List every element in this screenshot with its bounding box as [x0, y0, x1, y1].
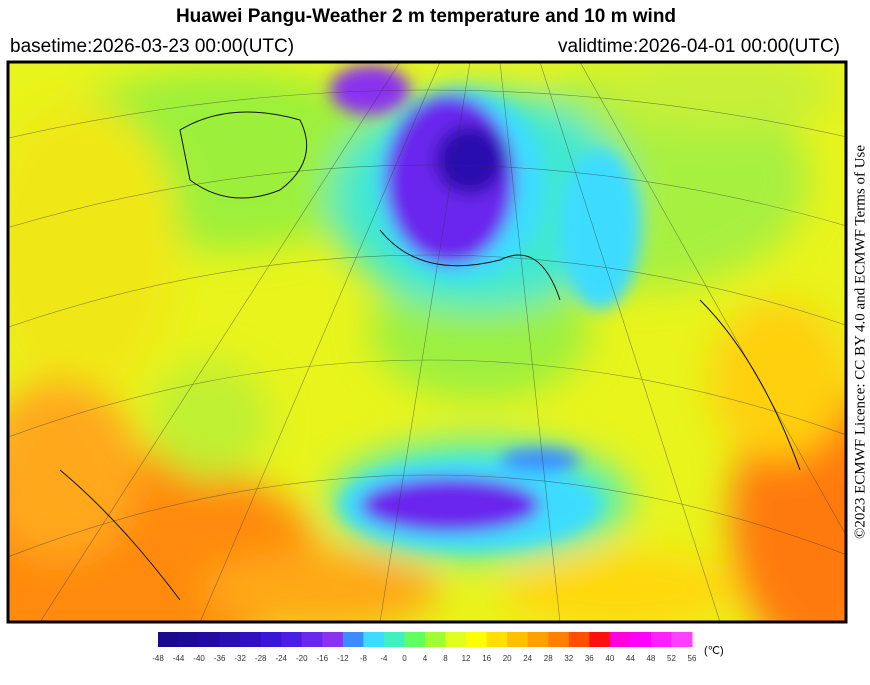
colorbar-tick-label: -16	[317, 654, 329, 663]
colorbar-tick-label: 36	[585, 654, 594, 663]
colorbar-tick-label: -4	[380, 654, 388, 663]
colorbar-tick-label: 20	[503, 654, 512, 663]
colorbar-swatch	[199, 632, 221, 647]
colorbar-swatch	[486, 632, 508, 647]
colorbar-swatch	[466, 632, 488, 647]
map-frame	[6, 60, 848, 624]
colorbar-swatch	[425, 632, 447, 647]
colorbar-tick-label: 16	[482, 654, 491, 663]
colorbar-tick-label: 12	[462, 654, 471, 663]
colorbar-tick-label: 44	[626, 654, 635, 663]
colorbar-swatch	[568, 632, 590, 647]
colorbar-tick-label: -44	[173, 654, 185, 663]
colorbar-swatch	[342, 632, 364, 647]
colorbar-swatch	[609, 632, 631, 647]
title: Huawei Pangu-Weather 2 m temperature and…	[176, 6, 676, 27]
colorbar-swatch	[158, 632, 180, 647]
colorbar-tick-label: 4	[423, 654, 428, 663]
colorbar-tick-label: 56	[688, 654, 697, 663]
validtime: validtime:2026-04-01 00:00(UTC)	[558, 36, 840, 57]
colorbar-swatch	[589, 632, 611, 647]
colorbar: -48 -44 -40 -36 -32 -28 -24 -20 -16 -12 -8 -4 0 4 8 12 1…	[152, 632, 697, 663]
colorbar-tick-label: 8	[443, 654, 448, 663]
colorbar-swatch	[527, 632, 549, 647]
colorbar-tick-label: -20	[296, 654, 308, 663]
colorbar-tick-label: -12	[337, 654, 349, 663]
temperature-field	[8, 62, 846, 622]
basetime: basetime:2026-03-23 00:00(UTC)	[10, 36, 294, 57]
colorbar-tick-label: -28	[255, 654, 267, 663]
colorbar-tick-label: 0	[402, 654, 407, 663]
licence: ©2023 ECMWF Licence: CC BY 4.0 and ECMWF…	[852, 145, 868, 539]
colorbar-swatch	[363, 632, 385, 647]
colorbar-tick-label: 48	[646, 654, 655, 663]
colorbar-swatch	[671, 632, 693, 647]
colorbar-swatch	[404, 632, 426, 647]
colorbar-tick-label: -36	[214, 654, 226, 663]
colorbar-tick-label: -32	[234, 654, 246, 663]
colorbar-tick-label: 32	[564, 654, 573, 663]
colorbar-tick-label: -48	[152, 654, 164, 663]
colorbar-tick-label: -24	[275, 654, 287, 663]
colorbar-tick-label: 52	[667, 654, 676, 663]
colorbar-tick-label: -8	[360, 654, 368, 663]
colorbar-swatch	[548, 632, 570, 647]
colorbar-swatch	[507, 632, 529, 647]
colorbar-swatch	[650, 632, 672, 647]
colorbar-swatch	[322, 632, 344, 647]
colorbar-swatch	[383, 632, 405, 647]
colorbar-swatch	[178, 632, 200, 647]
colorbar-swatch	[445, 632, 467, 647]
colorbar-tick-label: -40	[193, 654, 205, 663]
colorbar-swatch	[301, 632, 323, 647]
colorbar-swatch	[281, 632, 303, 647]
colorbar-tick-label: 28	[544, 654, 553, 663]
colorbar-swatch	[260, 632, 282, 647]
colorbar-unit: (℃)	[704, 645, 724, 657]
colorbar-tick-label: 24	[523, 654, 532, 663]
colorbar-swatch	[240, 632, 262, 647]
colorbar-tick-label: 40	[605, 654, 614, 663]
colorbar-swatch	[219, 632, 241, 647]
colorbar-swatch	[630, 632, 652, 647]
